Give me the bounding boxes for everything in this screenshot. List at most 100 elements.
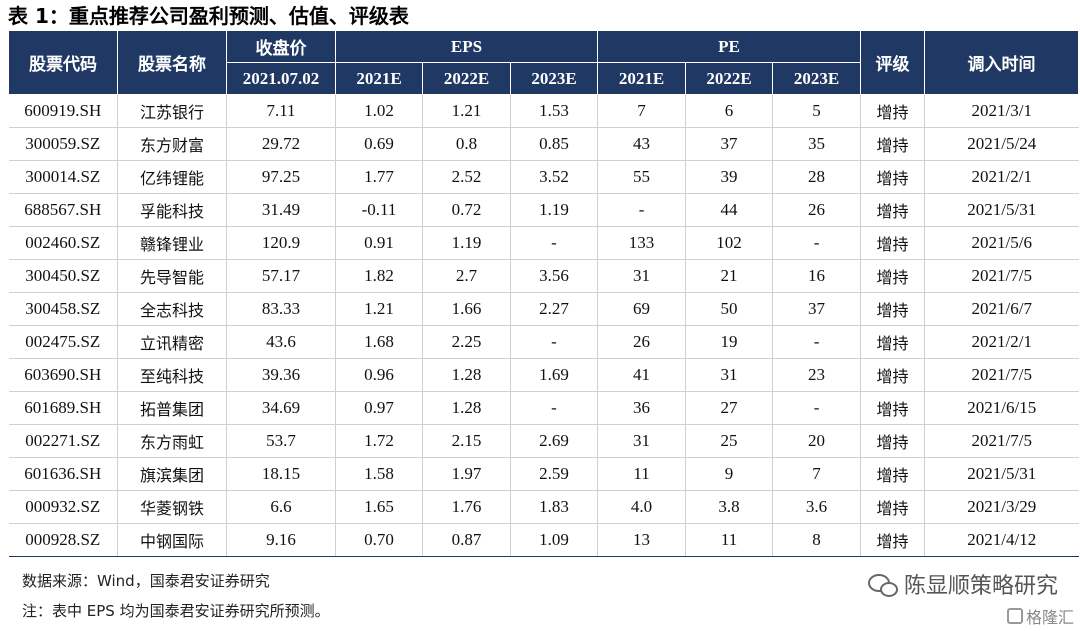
wechat-icon <box>867 572 898 597</box>
cell-pe-2021e: 31 <box>597 259 687 293</box>
cell-pe-2021e: - <box>597 193 687 227</box>
cell-eps-2021e: 0.97 <box>335 391 423 425</box>
cell-pe-2023e: 16 <box>772 259 862 293</box>
cell-name: 旗滨集团 <box>117 457 227 491</box>
cell-pe-2021e: 7 <box>597 94 687 128</box>
header-pe: PE <box>597 30 862 63</box>
wechat-watermark: 陈显顺策略研究 <box>867 568 1058 600</box>
cell-name: 立讯精密 <box>117 325 227 359</box>
table-row: 002271.SZ 东方雨虹 53.7 1.72 2.15 2.69 31 25 20 增持 202… <box>8 424 1079 458</box>
cell-pe-2022e: 11 <box>685 523 774 557</box>
cell-date: 2021/4/12 <box>924 523 1079 557</box>
cell-eps-2021e: 0.70 <box>335 523 423 557</box>
cell-eps-2023e: 1.19 <box>510 193 599 227</box>
cell-pe-2023e: 23 <box>772 358 862 392</box>
cell-eps-2021e: 1.58 <box>335 457 423 491</box>
cell-code: 300450.SZ <box>8 259 118 293</box>
cell-rating: 增持 <box>860 259 926 293</box>
header-rating: 评级 <box>860 30 926 95</box>
cell-eps-2021e: 1.21 <box>335 292 423 326</box>
cell-eps-2023e: 3.56 <box>510 259 599 293</box>
cell-eps-2023e: 3.52 <box>510 160 599 194</box>
table-row: 601636.SH 旗滨集团 18.15 1.58 1.97 2.59 11 9 7 增持 2021… <box>8 457 1079 491</box>
cell-pe-2021e: 31 <box>597 424 687 458</box>
cell-code: 300458.SZ <box>8 292 118 326</box>
cell-eps-2023e: - <box>510 226 599 260</box>
cell-close: 31.49 <box>226 193 336 227</box>
cell-eps-2023e: 1.53 <box>510 94 599 128</box>
cell-date: 2021/6/15 <box>924 391 1079 425</box>
cell-date: 2021/5/24 <box>924 127 1079 161</box>
eps-note: 注：表中 EPS 均为国泰君安证券研究所预测。 <box>22 602 330 620</box>
table-row: 601689.SH 拓普集团 34.69 0.97 1.28-36 27- 增持 2021/6… <box>8 391 1079 425</box>
cell-pe-2022e: 37 <box>685 127 774 161</box>
cell-eps-2022e: 2.52 <box>422 160 511 194</box>
cell-pe-2023e: 26 <box>772 193 862 227</box>
cell-eps-2023e: 0.85 <box>510 127 599 161</box>
cell-name: 先导智能 <box>117 259 227 293</box>
cell-rating: 增持 <box>860 292 926 326</box>
cell-eps-2022e: 0.87 <box>422 523 511 557</box>
table-row: 688567.SH 孚能科技 31.49 -0.11 0.72 1.19-44 26 增持 20… <box>8 193 1079 227</box>
header-pe-2023: 2023E <box>772 62 862 95</box>
cell-close: 18.15 <box>226 457 336 491</box>
cell-pe-2023e: 5 <box>772 94 862 128</box>
cell-rating: 增持 <box>860 424 926 458</box>
cell-eps-2022e: 2.15 <box>422 424 511 458</box>
cell-date: 2021/7/5 <box>924 259 1079 293</box>
gelonghui-logo: 格隆汇 <box>1006 604 1074 628</box>
cell-code: 603690.SH <box>8 358 118 392</box>
cell-pe-2022e: 6 <box>685 94 774 128</box>
cell-date: 2021/6/7 <box>924 292 1079 326</box>
header-close-date: 2021.07.02 <box>226 62 336 95</box>
cell-eps-2022e: 2.25 <box>422 325 511 359</box>
header-eps: EPS <box>334 30 599 63</box>
cell-pe-2022e: 19 <box>685 325 774 359</box>
cell-pe-2022e: 27 <box>685 391 774 425</box>
cell-date: 2021/3/1 <box>924 94 1079 128</box>
cell-pe-2023e: 20 <box>772 424 862 458</box>
cell-pe-2022e: 31 <box>685 358 774 392</box>
cell-date: 2021/7/5 <box>924 424 1079 458</box>
cell-eps-2022e: 1.66 <box>422 292 511 326</box>
cell-eps-2022e: 0.72 <box>422 193 511 227</box>
cell-date: 2021/2/1 <box>924 325 1079 359</box>
table-row: 600919.SH 江苏银行 7.11 1.02 1.21 1.53 7 6 5 增持 2021/3… <box>8 94 1079 128</box>
cell-name: 东方雨虹 <box>117 424 227 458</box>
watermark-text: 陈显顺策略研究 <box>903 574 1058 599</box>
cell-eps-2022e: 1.19 <box>422 226 511 260</box>
cell-eps-2022e: 1.76 <box>422 490 511 524</box>
cell-rating: 增持 <box>860 490 926 524</box>
cell-rating: 增持 <box>860 457 926 491</box>
cell-pe-2021e: 133 <box>597 226 687 260</box>
cell-name: 赣锋锂业 <box>117 226 227 260</box>
cell-date: 2021/5/31 <box>924 193 1079 227</box>
header-eps-2023: 2023E <box>509 62 599 95</box>
header-eps-2021: 2021E <box>335 62 423 95</box>
cell-close: 6.6 <box>226 490 336 524</box>
cell-eps-2021e: 1.68 <box>335 325 423 359</box>
table-body: 600919.SH 江苏银行 7.11 1.02 1.21 1.53 7 6 5 增持 2021/3… <box>8 94 1079 557</box>
cell-pe-2021e: 36 <box>597 391 687 425</box>
header-eps-2022: 2022E <box>422 62 511 95</box>
cell-eps-2021e: 1.02 <box>335 94 423 128</box>
cell-rating: 增持 <box>860 160 926 194</box>
cell-code: 000932.SZ <box>8 490 118 524</box>
cell-rating: 增持 <box>860 193 926 227</box>
cell-pe-2022e: 3.8 <box>685 490 774 524</box>
table-row: 300014.SZ 亿纬锂能 97.25 1.77 2.52 3.52 55 39 28 增持 20… <box>8 160 1079 194</box>
cell-code: 688567.SH <box>8 193 118 227</box>
cell-eps-2023e: 2.27 <box>510 292 599 326</box>
cell-eps-2023e: 2.59 <box>510 457 599 491</box>
table-row: 300450.SZ 先导智能 57.17 1.82 2.7 3.56 31 21 16 增持 202… <box>8 259 1079 293</box>
table-row: 000932.SZ 华菱钢铁 6.6 1.65 1.76 1.83 4.0 3.8 3.6 增持 2… <box>8 490 1079 524</box>
cell-eps-2022e: 0.8 <box>422 127 511 161</box>
cell-eps-2023e: 1.83 <box>510 490 599 524</box>
cell-pe-2023e: - <box>772 325 862 359</box>
source-note: 数据来源：Wind，国泰君安证券研究 <box>22 572 270 590</box>
cell-date: 2021/2/1 <box>924 160 1079 194</box>
cell-name: 江苏银行 <box>117 94 227 128</box>
header-name: 股票名称 <box>117 30 227 95</box>
cell-close: 29.72 <box>226 127 336 161</box>
cell-pe-2022e: 50 <box>685 292 774 326</box>
